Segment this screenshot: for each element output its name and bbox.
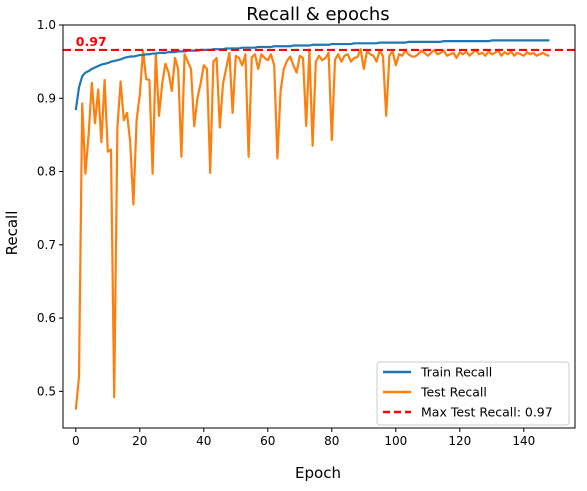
y-tick-label: 0.6: [37, 311, 56, 325]
legend: Train Recall Test Recall Max Test Recall…: [376, 361, 570, 426]
x-tick-label: 140: [512, 434, 535, 448]
train-recall-line: [74, 39, 550, 111]
chart-title: Recall & epochs: [246, 4, 389, 25]
y-tick-label: 0.5: [37, 384, 56, 398]
y-tick-label: 1.0: [37, 18, 56, 32]
x-tick-label: 0: [72, 434, 80, 448]
x-tick-label: 80: [324, 434, 339, 448]
x-tick-label: 120: [448, 434, 471, 448]
x-tick-label: 100: [384, 434, 407, 448]
x-axis-label: Epoch: [295, 464, 341, 482]
x-tick-label: 60: [260, 434, 275, 448]
x-tick-label: 40: [196, 434, 211, 448]
plot-frame: [62, 24, 576, 429]
max-recall-annotation: 0.97: [76, 34, 107, 49]
legend-label-train: Train Recall: [420, 365, 492, 380]
legend-label-max: Max Test Recall: 0.97: [421, 405, 553, 420]
plot-series-group: [63, 39, 575, 410]
y-axis-label: Recall: [3, 211, 21, 256]
test-recall-line: [74, 48, 550, 410]
y-tick-label: 0.9: [37, 91, 56, 105]
axis-ticks-group: 0 20 40 60 80 100 120 140 0.5 0.6 0.7 0.8 0.9 1.0: [37, 18, 535, 448]
legend-box: [376, 361, 570, 426]
y-tick-label: 0.7: [37, 238, 56, 252]
y-tick-label: 0.8: [37, 165, 56, 179]
legend-label-test: Test Recall: [420, 385, 487, 400]
x-tick-label: 20: [132, 434, 147, 448]
